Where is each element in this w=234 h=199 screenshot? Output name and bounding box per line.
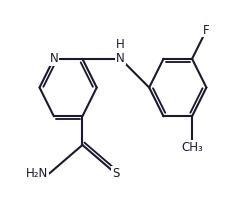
- Text: H₂N: H₂N: [26, 167, 48, 180]
- Text: H: H: [116, 51, 125, 64]
- Text: H: H: [116, 38, 125, 51]
- Text: F: F: [203, 24, 210, 37]
- Text: N: N: [49, 52, 58, 65]
- Text: N: N: [116, 52, 125, 65]
- Text: CH₃: CH₃: [181, 141, 203, 154]
- Text: S: S: [112, 167, 120, 180]
